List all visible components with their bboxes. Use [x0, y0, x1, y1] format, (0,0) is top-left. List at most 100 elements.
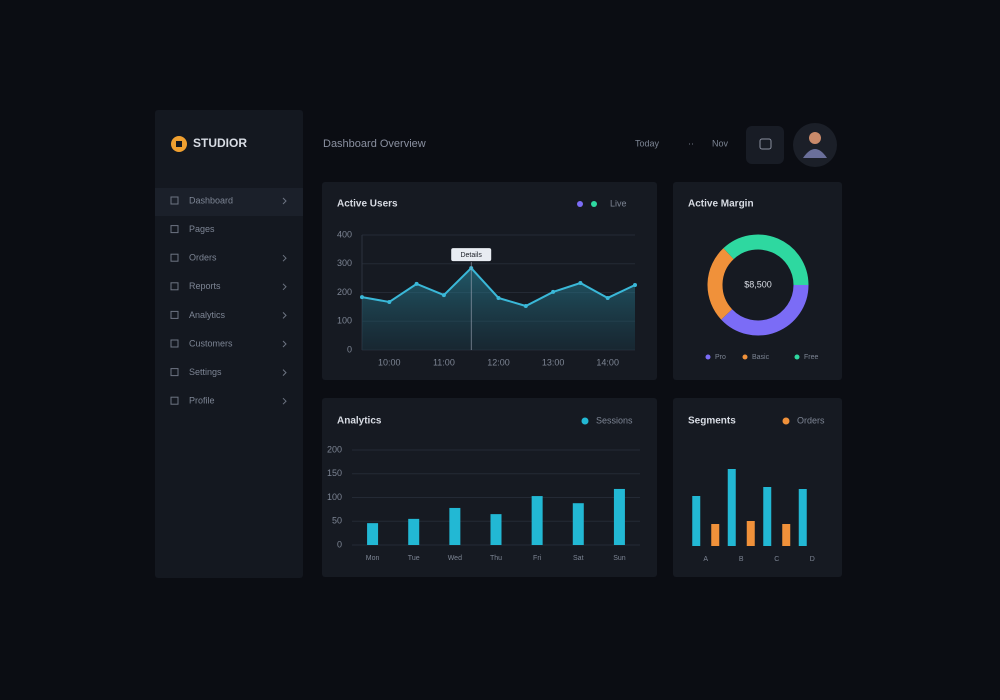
legend-dot — [782, 417, 790, 425]
icon-button[interactable] — [746, 126, 784, 164]
menu-icon — [170, 196, 179, 205]
y-tick-label: 300 — [337, 258, 352, 268]
donut-segment — [723, 234, 809, 286]
icon — [759, 138, 772, 150]
y-tick-label: 150 — [327, 468, 342, 478]
legend-dot — [794, 354, 800, 360]
annotation: Details — [460, 252, 482, 259]
legend-dot — [742, 354, 748, 360]
tooltip — [451, 248, 492, 262]
menu-item[interactable]: Reports — [189, 281, 221, 291]
y-tick-label: 100 — [337, 316, 352, 326]
page-title: Dashboard Overview — [323, 138, 426, 150]
card-title: Active Users — [337, 199, 398, 210]
point — [441, 293, 446, 298]
x-tick-label: 12:00 — [487, 357, 510, 367]
menu-icon — [170, 368, 179, 377]
menu-item[interactable]: Dashboard — [189, 195, 233, 205]
card-title: Segments — [688, 416, 736, 427]
bar — [763, 487, 772, 546]
menu-item[interactable]: Orders — [189, 253, 217, 263]
menu-item[interactable]: Pages — [189, 224, 215, 234]
y-tick-label: 0 — [347, 344, 352, 354]
chevron — [282, 197, 287, 205]
chevron — [282, 397, 287, 405]
point — [387, 299, 392, 304]
legend-label: Live — [610, 198, 627, 208]
x-tick-label: C — [774, 556, 779, 563]
area — [362, 268, 635, 350]
chevron — [282, 283, 287, 291]
bar — [711, 524, 720, 546]
y-tick-label: 200 — [337, 287, 352, 297]
point — [414, 281, 419, 286]
bar — [531, 496, 543, 545]
x-tick-label: 14:00 — [596, 357, 619, 367]
x-tick-label: Tue — [408, 555, 420, 562]
x-tick-label: B — [739, 556, 744, 563]
card — [673, 182, 842, 380]
bar — [727, 469, 736, 546]
bar — [746, 521, 755, 546]
avatar-frame[interactable] — [793, 123, 837, 167]
x-tick-label: 10:00 — [378, 357, 401, 367]
bar — [613, 488, 625, 545]
legend-label: Orders — [797, 415, 825, 425]
legend-label: Free — [804, 354, 819, 361]
point — [496, 295, 501, 300]
x-tick-label: Fri — [533, 555, 542, 562]
card-title: Active Margin — [688, 199, 754, 210]
sidebar — [155, 110, 303, 578]
x-tick-label: 13:00 — [542, 357, 565, 367]
menu-item[interactable]: Settings — [189, 367, 222, 377]
bar — [367, 523, 379, 545]
legend-label: Pro — [715, 354, 726, 361]
legend-dot — [581, 417, 589, 425]
y-tick-label: 50 — [332, 516, 342, 526]
chevron — [282, 254, 287, 262]
nav-link[interactable]: ·· — [688, 138, 694, 148]
x-tick-label: Sun — [613, 555, 626, 562]
x-tick-label: Thu — [490, 555, 502, 562]
point — [523, 304, 528, 309]
menu-icon — [170, 339, 179, 348]
legend-dot — [577, 201, 583, 207]
menu-item[interactable]: Analytics — [189, 310, 226, 320]
menu-icon — [170, 396, 179, 405]
point — [633, 283, 637, 288]
bar — [782, 524, 791, 546]
bar — [449, 507, 461, 545]
nav-link[interactable]: Nov — [712, 138, 729, 148]
point — [578, 281, 583, 286]
menu-item[interactable]: Profile — [189, 396, 215, 406]
legend-label: Sessions — [596, 415, 633, 425]
bar — [692, 496, 701, 546]
avatar-body — [803, 149, 827, 158]
point — [360, 295, 364, 300]
menu-icon — [170, 310, 179, 319]
bar — [408, 518, 420, 545]
x-tick-label: D — [810, 556, 815, 563]
center-text: $8,500 — [744, 279, 772, 289]
legend-label: Basic — [752, 354, 770, 361]
active-row — [155, 188, 303, 216]
card-title: Analytics — [337, 416, 382, 427]
donut-segment — [707, 248, 734, 320]
y-tick-label: 0 — [337, 539, 342, 549]
nav-link[interactable]: Today — [635, 138, 660, 148]
chevron — [282, 369, 287, 376]
point — [605, 295, 610, 300]
x-tick-label: A — [703, 556, 708, 563]
point — [551, 289, 556, 294]
logo: STUDIOR — [193, 136, 247, 150]
bar — [572, 503, 584, 545]
y-tick-label: 100 — [327, 492, 342, 502]
legend-dot — [591, 201, 597, 207]
chevron — [282, 340, 287, 348]
x-tick-label: 11:00 — [433, 357, 455, 367]
bar — [798, 489, 807, 546]
menu-icon — [170, 282, 179, 291]
menu-item[interactable]: Customers — [189, 338, 233, 348]
y-tick-label: 400 — [337, 229, 352, 239]
